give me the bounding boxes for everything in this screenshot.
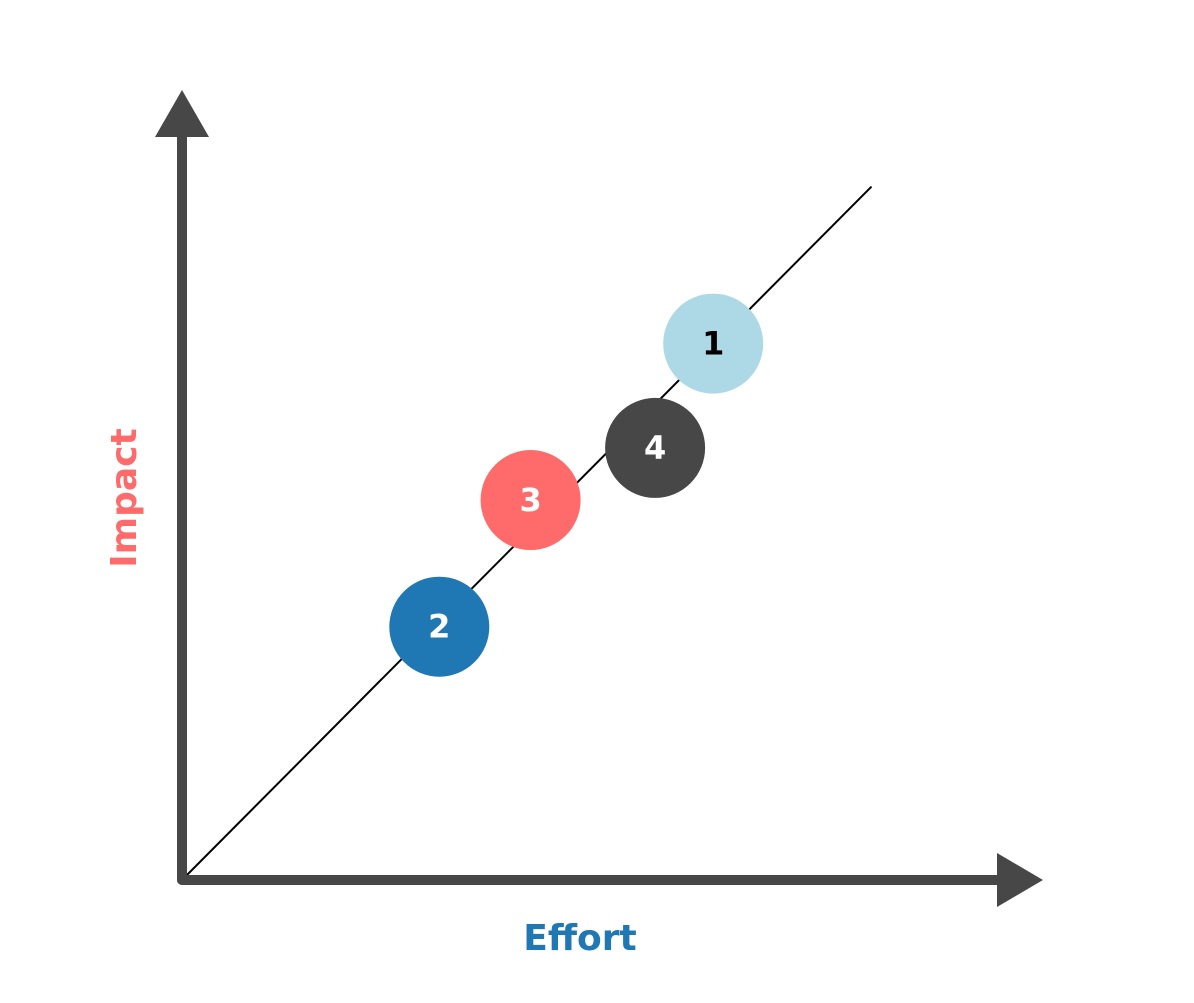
data-point-3: 3 bbox=[480, 450, 581, 551]
x-axis-arrow bbox=[997, 853, 1043, 907]
x-axis-label: Effort bbox=[523, 918, 636, 959]
data-point-circle bbox=[480, 450, 581, 551]
data-point-2: 2 bbox=[389, 576, 490, 677]
points-layer: 1 2 3 4 bbox=[389, 293, 764, 677]
data-point-label: 4 bbox=[644, 429, 666, 467]
data-point-1: 1 bbox=[663, 293, 764, 394]
data-point-label: 3 bbox=[519, 481, 541, 519]
data-point-circle bbox=[389, 576, 490, 677]
data-point-label: 2 bbox=[428, 608, 450, 646]
y-axis-arrow bbox=[155, 90, 209, 137]
data-point-4: 4 bbox=[605, 397, 706, 498]
y-axis-label: Impact bbox=[104, 428, 145, 568]
data-point-circle bbox=[605, 397, 706, 498]
data-point-label: 1 bbox=[702, 325, 724, 363]
data-point-circle bbox=[663, 293, 764, 394]
